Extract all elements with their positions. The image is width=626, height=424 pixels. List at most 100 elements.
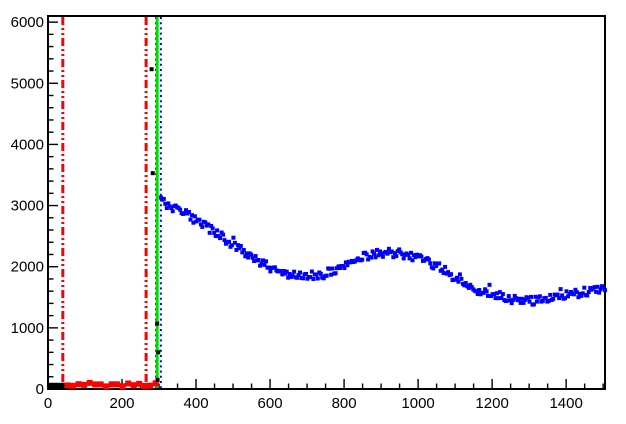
red-segment-chunk — [97, 381, 104, 388]
blue-data-point — [493, 296, 498, 301]
blue-data-point — [324, 273, 329, 278]
blue-data-point — [389, 249, 394, 254]
blue-data-point — [268, 269, 273, 274]
x-tick-label: 800 — [332, 395, 357, 412]
blue-data-point — [557, 296, 562, 301]
blue-data-point — [207, 230, 212, 235]
blue-data-point — [432, 261, 437, 266]
blue-data-point — [443, 264, 448, 269]
blue-data-point — [234, 247, 239, 252]
blue-data-point — [333, 271, 338, 276]
blue-data-point — [499, 296, 504, 300]
blue-data-point — [518, 300, 523, 305]
blue-data-point — [481, 290, 486, 295]
black-low-rate-segment — [48, 382, 65, 390]
x-tick-label: 600 — [258, 395, 283, 412]
blue-data-point — [280, 272, 285, 277]
blue-data-point — [537, 294, 542, 299]
blue-data-point — [576, 295, 581, 300]
blue-data-point — [378, 249, 382, 254]
blue-data-point — [505, 298, 510, 303]
blue-data-point — [380, 254, 385, 259]
blue-data-point — [246, 255, 251, 260]
blue-data-point — [218, 236, 223, 241]
blue-data-point — [166, 201, 171, 206]
blue-data-point — [178, 207, 183, 212]
blue-rate-scatter — [158, 195, 607, 307]
blue-data-point — [372, 251, 377, 256]
blue-data-point — [595, 284, 600, 289]
blue-data-point — [281, 269, 286, 273]
blue-data-point — [401, 256, 406, 261]
red-segment-chunk — [108, 381, 115, 388]
blue-data-point — [428, 261, 433, 266]
blue-data-point — [292, 269, 297, 274]
red-segment-chunk — [136, 380, 143, 387]
y-tick-label: 2000 — [11, 259, 44, 276]
red-segment-chunk — [119, 383, 126, 390]
blue-data-point — [229, 243, 234, 248]
blue-data-point — [345, 263, 350, 268]
blue-data-point — [301, 276, 305, 281]
blue-data-point — [455, 275, 459, 280]
blue-data-point — [456, 279, 461, 284]
blue-data-point — [385, 251, 390, 256]
blue-data-point — [221, 232, 226, 237]
blue-data-point — [329, 272, 334, 277]
blue-data-point — [512, 293, 517, 298]
blue-data-point — [466, 285, 471, 290]
blue-data-point — [330, 266, 335, 271]
blue-data-point — [597, 290, 602, 295]
blue-data-point — [213, 234, 218, 238]
blue-data-point — [370, 249, 375, 254]
blue-data-point — [250, 255, 255, 260]
x-tick-label: 1000 — [401, 395, 434, 412]
black-point — [150, 171, 155, 176]
blue-data-point — [241, 248, 246, 252]
blue-data-point — [506, 294, 511, 299]
blue-data-point — [394, 254, 399, 259]
blue-data-point — [543, 295, 548, 300]
y-tick-label: 6000 — [11, 14, 44, 31]
blue-data-point — [492, 292, 496, 297]
plot-frame — [47, 15, 606, 390]
blue-data-point — [290, 273, 295, 278]
y-tick-label: 0 — [36, 381, 44, 398]
blue-data-point — [500, 292, 505, 297]
blue-data-point — [376, 253, 381, 258]
red-segment-chunk — [64, 382, 71, 389]
blue-data-point — [521, 300, 526, 305]
blue-data-point — [200, 224, 205, 229]
blue-data-point — [369, 255, 374, 260]
y-tick-label: 4000 — [11, 136, 44, 153]
x-tick-label: 400 — [184, 395, 209, 412]
blue-data-point — [582, 285, 587, 290]
red-segment-chunk — [152, 380, 159, 387]
blue-data-point — [158, 195, 163, 200]
blue-data-point — [486, 293, 490, 298]
blue-data-point — [296, 273, 301, 277]
blue-data-point — [459, 276, 464, 281]
blue-data-point — [526, 296, 530, 301]
blue-data-point — [266, 265, 271, 270]
blue-data-point — [496, 296, 501, 301]
blue-data-point — [571, 292, 576, 297]
blue-data-point — [563, 296, 567, 301]
blue-data-point — [311, 277, 316, 281]
blue-data-point — [508, 298, 513, 303]
blue-data-point — [497, 290, 502, 295]
blue-data-point — [188, 217, 193, 222]
red-segment-chunk — [125, 380, 132, 387]
blue-data-point — [259, 261, 264, 266]
blue-data-point — [373, 255, 378, 260]
red-segment-chunk — [114, 381, 121, 388]
blue-data-point — [407, 256, 412, 261]
blue-data-point — [256, 258, 261, 262]
red-segment-chunk — [130, 382, 137, 389]
blue-data-point — [190, 213, 194, 218]
blue-data-point — [558, 287, 563, 292]
blue-data-point — [409, 250, 414, 255]
blue-data-point — [342, 266, 347, 271]
